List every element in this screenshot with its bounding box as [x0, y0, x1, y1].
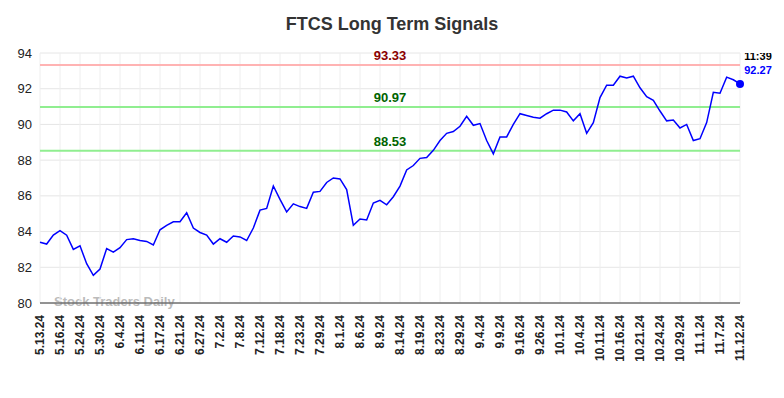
svg-text:5.24.24: 5.24.24 [73, 315, 87, 355]
svg-text:84: 84 [18, 224, 32, 239]
svg-text:6.27.24: 6.27.24 [193, 315, 207, 355]
svg-text:9.16.24: 9.16.24 [513, 315, 527, 355]
svg-text:7.2.24: 7.2.24 [213, 315, 227, 349]
svg-text:8.19.24: 8.19.24 [413, 315, 427, 355]
html-text:Stock Traders Daily: Stock Traders Daily [54, 294, 175, 309]
svg-text:86: 86 [18, 188, 32, 203]
svg-text:10.16.24: 10.16.24 [613, 315, 627, 362]
svg-text:80: 80 [18, 296, 32, 311]
svg-text:7.18.24: 7.18.24 [273, 315, 287, 355]
svg-text:7.8.24: 7.8.24 [233, 315, 247, 349]
svg-text:10.24.24: 10.24.24 [653, 315, 667, 362]
svg-text:8.14.24: 8.14.24 [393, 315, 407, 355]
svg-text:8.6.24: 8.6.24 [353, 315, 367, 349]
svg-text:6.4.24: 6.4.24 [113, 315, 127, 349]
svg-text:7.29.24: 7.29.24 [313, 315, 327, 355]
svg-text:90.97: 90.97 [374, 90, 407, 105]
html-text:FTCS Long Term Signals: FTCS Long Term Signals [285, 14, 499, 34]
svg-text:9.26.24: 9.26.24 [533, 315, 547, 355]
svg-text:7.23.24: 7.23.24 [293, 315, 307, 355]
svg-text:10.4.24: 10.4.24 [573, 315, 587, 355]
svg-text:10.21.24: 10.21.24 [633, 315, 647, 362]
svg-text:8.29.24: 8.29.24 [453, 315, 467, 355]
svg-text:92.27: 92.27 [744, 64, 772, 76]
svg-text:92: 92 [18, 81, 32, 96]
svg-text:10.11.24: 10.11.24 [593, 315, 607, 361]
svg-text:6.17.24: 6.17.24 [153, 315, 167, 355]
svg-text:93.33: 93.33 [374, 48, 407, 63]
svg-text:11.12.24: 11.12.24 [733, 315, 747, 361]
svg-text:8.23.24: 8.23.24 [433, 315, 447, 355]
svg-text:10.1.24: 10.1.24 [553, 315, 567, 355]
svg-text:9.9.24: 9.9.24 [493, 315, 507, 349]
svg-text:7.12.24: 7.12.24 [253, 315, 267, 355]
svg-text:6.21.24: 6.21.24 [173, 315, 187, 355]
svg-text:11:39: 11:39 [744, 53, 772, 62]
svg-text:82: 82 [18, 260, 32, 275]
svg-text:88: 88 [18, 153, 32, 168]
svg-text:11.1.24: 11.1.24 [693, 315, 707, 355]
svg-text:8.1.24: 8.1.24 [333, 315, 347, 349]
svg-text:11.7.24: 11.7.24 [713, 315, 727, 355]
svg-text:5.16.24: 5.16.24 [53, 315, 67, 355]
svg-text:8.9.24: 8.9.24 [373, 315, 387, 349]
svg-text:88.53: 88.53 [374, 134, 407, 149]
svg-text:5.13.24: 5.13.24 [33, 315, 47, 355]
svg-text:94: 94 [18, 46, 32, 61]
svg-text:90: 90 [18, 117, 32, 132]
svg-text:10.29.24: 10.29.24 [673, 315, 687, 362]
svg-text:9.4.24: 9.4.24 [473, 315, 487, 349]
svg-text:6.11.24: 6.11.24 [133, 315, 147, 355]
svg-text:5.30.24: 5.30.24 [93, 315, 107, 355]
